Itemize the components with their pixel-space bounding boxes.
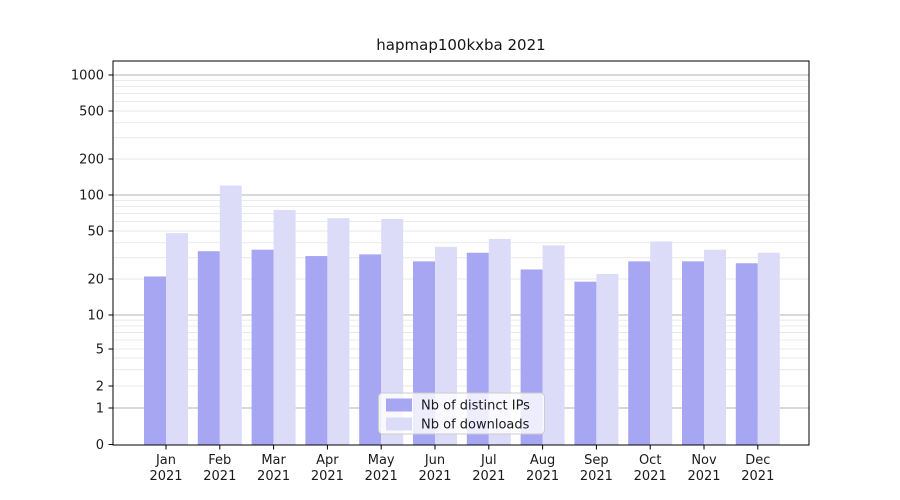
legend-label-downloads: Nb of downloads <box>421 418 530 433</box>
x-tick-label-year: 2021 <box>687 469 720 484</box>
bar-mar-downloads <box>273 209 296 445</box>
x-tick-label-year: 2021 <box>472 469 505 484</box>
x-tick-label-year: 2021 <box>526 469 559 484</box>
x-tick-label-year: 2021 <box>257 469 290 484</box>
x-tick-label-month: Jan <box>155 453 176 468</box>
bar-feb-downloads <box>219 185 242 445</box>
x-tick-label-month: Oct <box>639 453 661 468</box>
x-tick-label-year: 2021 <box>741 469 774 484</box>
y-tick-label: 200 <box>79 153 104 168</box>
y-tick-label: 100 <box>79 189 104 204</box>
chart-title: hapmap100kxba 2021 <box>376 36 546 54</box>
bar-aug-downloads <box>542 245 565 445</box>
x-tick-label-year: 2021 <box>149 469 182 484</box>
x-tick-label-month: Nov <box>691 453 717 468</box>
legend-swatch-distinct-ips <box>386 398 412 412</box>
legend-box <box>378 392 545 435</box>
bar-apr-distinct-ips <box>305 256 328 445</box>
legend-swatch-downloads <box>386 417 412 431</box>
bar-mar-distinct-ips <box>251 249 274 445</box>
bar-nov-downloads <box>704 249 726 445</box>
y-tick-label: 1000 <box>71 69 104 84</box>
x-tick-label-month: Jun <box>424 453 445 468</box>
bar-sep-distinct-ips <box>574 281 597 445</box>
legend-label-distinct-ips: Nb of distinct IPs <box>421 399 530 414</box>
x-tick-label-year: 2021 <box>365 469 398 484</box>
x-tick-label-year: 2021 <box>203 469 236 484</box>
bar-may-distinct-ips <box>359 254 382 445</box>
x-tick-label-year: 2021 <box>311 469 344 484</box>
bar-oct-downloads <box>650 241 673 445</box>
y-tick-label: 50 <box>87 225 104 240</box>
y-tick-label: 500 <box>79 105 104 120</box>
x-tick-label-month: Feb <box>208 453 231 468</box>
x-tick-label-year: 2021 <box>418 469 451 484</box>
axes-frame <box>112 60 810 446</box>
x-tick-label-month: Aug <box>530 453 555 468</box>
y-tick-label: 1 <box>96 402 104 417</box>
bar-oct-distinct-ips <box>628 261 651 445</box>
bar-nov-distinct-ips <box>682 261 704 445</box>
bar-jan-downloads <box>166 233 188 445</box>
x-tick-label-month: May <box>368 453 395 468</box>
bar-dec-downloads <box>757 252 780 445</box>
x-tick-label-month: Apr <box>316 453 339 468</box>
x-tick-label-month: Dec <box>745 453 770 468</box>
x-tick-label-year: 2021 <box>634 469 667 484</box>
y-tick-label: 20 <box>87 273 104 288</box>
x-tick-label-month: Sep <box>584 453 609 468</box>
y-tick-label: 0 <box>96 438 104 453</box>
y-tick-label: 10 <box>87 309 104 324</box>
bar-dec-distinct-ips <box>735 263 758 445</box>
y-tick-label: 2 <box>96 380 104 395</box>
bar-feb-distinct-ips <box>197 251 220 445</box>
x-tick-label-year: 2021 <box>580 469 613 484</box>
bar-apr-downloads <box>327 218 350 445</box>
x-tick-label-month: Jul <box>480 453 497 468</box>
bar-jan-distinct-ips <box>144 276 166 445</box>
x-tick-label-month: Mar <box>261 453 286 468</box>
bar-sep-downloads <box>596 274 619 445</box>
y-tick-label: 5 <box>96 343 104 358</box>
bar-may-downloads <box>381 218 404 445</box>
